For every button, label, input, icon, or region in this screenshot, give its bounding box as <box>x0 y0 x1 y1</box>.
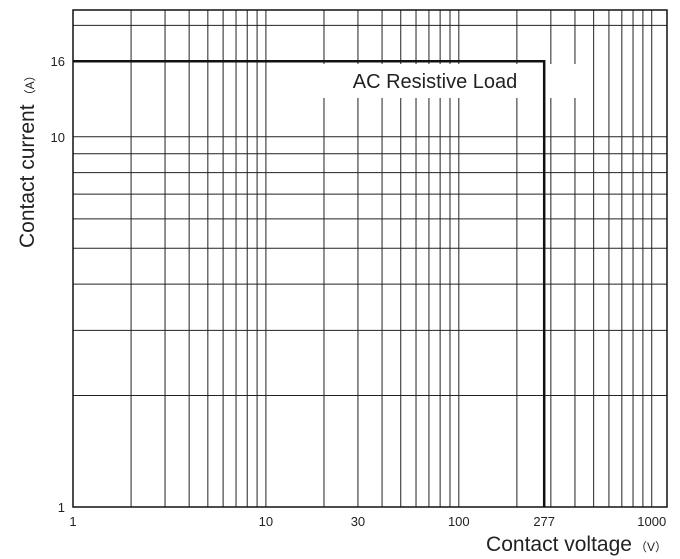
x-tick-label: 1000 <box>637 514 666 529</box>
x-axis-unit: （V） <box>635 540 667 554</box>
chart-annotation: AC Resistive Load <box>353 71 518 93</box>
x-tick-label: 277 <box>533 514 555 529</box>
y-axis-unit: （A） <box>23 69 37 101</box>
plot-frame <box>72 9 668 508</box>
x-axis-label: Contact voltage <box>486 533 632 556</box>
x-axis-title: Contact voltage （V） <box>486 533 667 556</box>
series-line-boundary <box>73 59 546 507</box>
y-tick-label: 16 <box>51 54 65 69</box>
x-tick-labels: 1 10 30 100 277 1000 <box>69 514 666 529</box>
x-tick-label: 100 <box>448 514 470 529</box>
annotation-group: AC Resistive Load <box>278 64 580 98</box>
y-axis-title: Contact current （A） <box>16 69 39 248</box>
y-tick-label: 1 <box>58 500 65 515</box>
annotation-background <box>278 64 580 98</box>
x-tick-label: 30 <box>351 514 365 529</box>
y-tick-label: 10 <box>51 130 65 145</box>
x-tick-label: 1 <box>69 514 76 529</box>
x-tick-label: 10 <box>259 514 273 529</box>
y-tick-labels: 1 10 16 <box>51 54 65 515</box>
y-axis-label: Contact current <box>16 104 39 248</box>
